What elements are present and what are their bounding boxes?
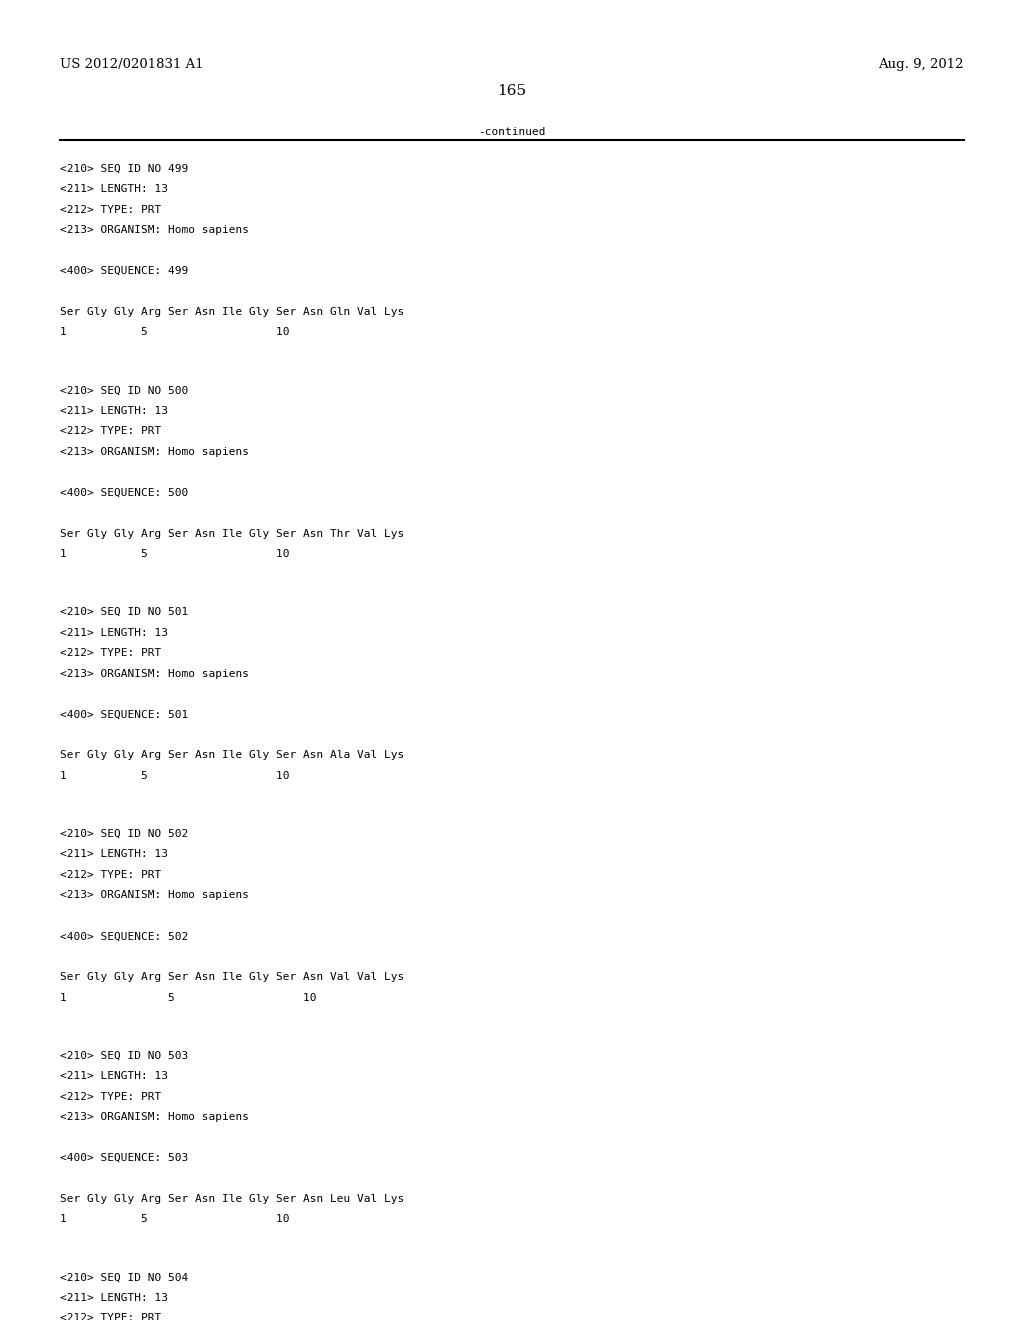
Text: <213> ORGANISM: Homo sapiens: <213> ORGANISM: Homo sapiens — [60, 1111, 250, 1122]
Text: <211> LENGTH: 13: <211> LENGTH: 13 — [60, 1292, 168, 1303]
Text: <210> SEQ ID NO 501: <210> SEQ ID NO 501 — [60, 607, 188, 618]
Text: <213> ORGANISM: Homo sapiens: <213> ORGANISM: Homo sapiens — [60, 446, 250, 457]
Text: 165: 165 — [498, 84, 526, 99]
Text: <211> LENGTH: 13: <211> LENGTH: 13 — [60, 183, 168, 194]
Text: <213> ORGANISM: Homo sapiens: <213> ORGANISM: Homo sapiens — [60, 224, 250, 235]
Text: <400> SEQUENCE: 502: <400> SEQUENCE: 502 — [60, 931, 188, 941]
Text: <210> SEQ ID NO 499: <210> SEQ ID NO 499 — [60, 164, 188, 174]
Text: US 2012/0201831 A1: US 2012/0201831 A1 — [60, 58, 204, 71]
Text: <212> TYPE: PRT: <212> TYPE: PRT — [60, 205, 162, 215]
Text: <212> TYPE: PRT: <212> TYPE: PRT — [60, 1313, 162, 1320]
Text: <211> LENGTH: 13: <211> LENGTH: 13 — [60, 1071, 168, 1081]
Text: <210> SEQ ID NO 502: <210> SEQ ID NO 502 — [60, 829, 188, 840]
Text: <400> SEQUENCE: 499: <400> SEQUENCE: 499 — [60, 265, 188, 276]
Text: 1           5                   10: 1 5 10 — [60, 549, 290, 560]
Text: Ser Gly Gly Arg Ser Asn Ile Gly Ser Asn Gln Val Lys: Ser Gly Gly Arg Ser Asn Ile Gly Ser Asn … — [60, 306, 404, 317]
Text: Ser Gly Gly Arg Ser Asn Ile Gly Ser Asn Ala Val Lys: Ser Gly Gly Arg Ser Asn Ile Gly Ser Asn … — [60, 750, 404, 760]
Text: <212> TYPE: PRT: <212> TYPE: PRT — [60, 870, 162, 880]
Text: <400> SEQUENCE: 500: <400> SEQUENCE: 500 — [60, 487, 188, 498]
Text: 1           5                   10: 1 5 10 — [60, 771, 290, 781]
Text: <210> SEQ ID NO 503: <210> SEQ ID NO 503 — [60, 1051, 188, 1061]
Text: <210> SEQ ID NO 504: <210> SEQ ID NO 504 — [60, 1272, 188, 1283]
Text: <400> SEQUENCE: 503: <400> SEQUENCE: 503 — [60, 1152, 188, 1163]
Text: <212> TYPE: PRT: <212> TYPE: PRT — [60, 1092, 162, 1102]
Text: Ser Gly Gly Arg Ser Asn Ile Gly Ser Asn Val Val Lys: Ser Gly Gly Arg Ser Asn Ile Gly Ser Asn … — [60, 972, 404, 982]
Text: Ser Gly Gly Arg Ser Asn Ile Gly Ser Asn Leu Val Lys: Ser Gly Gly Arg Ser Asn Ile Gly Ser Asn … — [60, 1193, 404, 1204]
Text: <212> TYPE: PRT: <212> TYPE: PRT — [60, 648, 162, 659]
Text: <213> ORGANISM: Homo sapiens: <213> ORGANISM: Homo sapiens — [60, 890, 250, 900]
Text: <400> SEQUENCE: 501: <400> SEQUENCE: 501 — [60, 709, 188, 719]
Text: Aug. 9, 2012: Aug. 9, 2012 — [879, 58, 964, 71]
Text: <213> ORGANISM: Homo sapiens: <213> ORGANISM: Homo sapiens — [60, 668, 250, 678]
Text: Ser Gly Gly Arg Ser Asn Ile Gly Ser Asn Thr Val Lys: Ser Gly Gly Arg Ser Asn Ile Gly Ser Asn … — [60, 528, 404, 539]
Text: 1           5                   10: 1 5 10 — [60, 327, 290, 338]
Text: <211> LENGTH: 13: <211> LENGTH: 13 — [60, 627, 168, 638]
Text: <212> TYPE: PRT: <212> TYPE: PRT — [60, 426, 162, 437]
Text: -continued: -continued — [478, 127, 546, 137]
Text: 1               5                   10: 1 5 10 — [60, 993, 316, 1003]
Text: <210> SEQ ID NO 500: <210> SEQ ID NO 500 — [60, 385, 188, 396]
Text: <211> LENGTH: 13: <211> LENGTH: 13 — [60, 405, 168, 416]
Text: 1           5                   10: 1 5 10 — [60, 1214, 290, 1225]
Text: <211> LENGTH: 13: <211> LENGTH: 13 — [60, 849, 168, 859]
